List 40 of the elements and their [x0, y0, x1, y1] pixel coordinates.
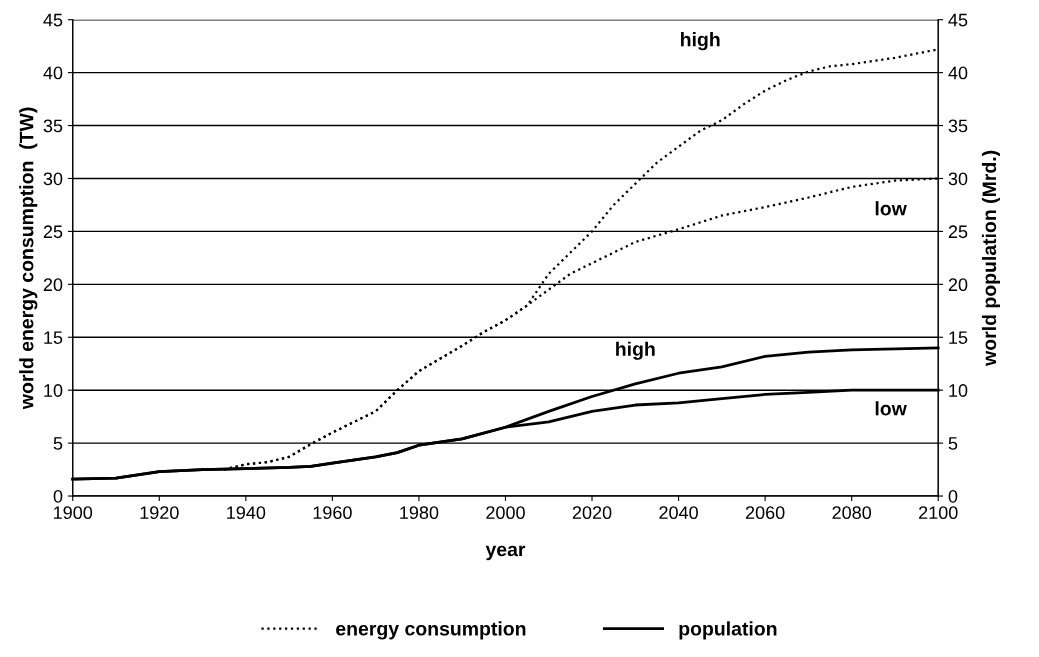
legend-label: population [679, 621, 777, 640]
x-tick-label: 1940 [227, 506, 266, 520]
x-tick-label: 1900 [54, 506, 93, 520]
x-tick-label: 2020 [572, 506, 612, 520]
x-axis-title: year [485, 545, 526, 561]
y-tick-label: 20 [43, 278, 63, 292]
y2-axis-title: world population (Mrd.) [981, 150, 1001, 366]
x-tick-label: 1980 [400, 506, 439, 520]
y-tick-label: 5 [53, 437, 63, 450]
y-tick-label: 35 [43, 119, 63, 133]
annotation: high [681, 32, 720, 51]
y-tick-label: 10 [44, 384, 63, 397]
y2-tick-label: 20 [948, 278, 968, 292]
y2-tick-label: 0 [948, 489, 958, 503]
y-tick-label: 15 [44, 331, 63, 344]
y-tick-label: 0 [53, 489, 63, 503]
y-tick-label: 45 [43, 13, 63, 27]
x-tick-label: 1920 [140, 506, 179, 520]
x-tick-label: 2040 [659, 506, 698, 520]
y2-tick-label: 15 [949, 331, 968, 344]
x-tick-label: 2000 [486, 506, 525, 520]
y2-tick-label: 35 [948, 119, 968, 133]
y-tick-label: 30 [43, 172, 63, 186]
y2-tick-label: 10 [949, 384, 968, 397]
y2-tick-label: 5 [948, 437, 958, 450]
annotation: low [875, 201, 907, 216]
x-tick-label: 2100 [919, 506, 958, 520]
x-tick-label: 2080 [832, 506, 872, 520]
annotation: high [616, 341, 655, 360]
y-axis-title: world energy consumption (TW) [19, 107, 38, 410]
y2-tick-label: 30 [948, 172, 968, 186]
x-tick-label: 2060 [745, 506, 785, 520]
y-tick-label: 40 [43, 66, 63, 80]
legend-label: energy consumption [336, 621, 526, 640]
y2-tick-label: 45 [948, 13, 968, 27]
x-tick-label: 1960 [313, 506, 352, 520]
y2-tick-label: 40 [948, 66, 968, 80]
y-tick-label: 25 [43, 225, 63, 239]
annotation: low [875, 401, 907, 416]
y2-tick-label: 25 [948, 225, 968, 239]
